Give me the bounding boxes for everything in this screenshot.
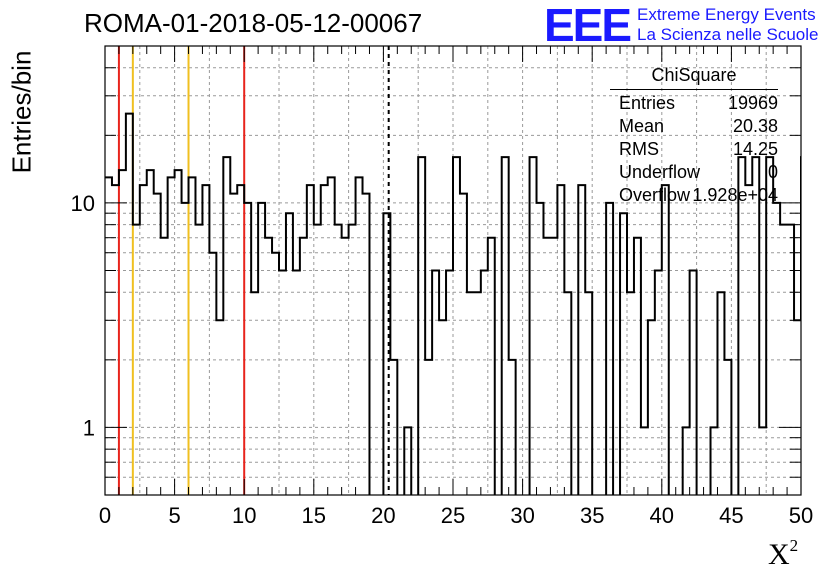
x-axis-label-base: X [768,538,790,571]
stats-value: 20.38 [732,116,778,136]
y-tick-label: 10 [71,191,95,216]
stats-row-overflow: Overflow 1.928e+04 [619,185,778,208]
x-tick-label: 25 [441,503,465,528]
x-tick-label: 0 [99,503,111,528]
stats-label: Entries [619,93,676,113]
stats-row-rms: RMS 14.25 [619,139,778,162]
histogram-steps [105,112,801,495]
x-tick-label: 30 [510,503,534,528]
x-tick-label: 50 [789,503,813,528]
logo-mark: EEE [544,0,632,51]
x-axis-label: X2 [768,536,798,572]
eee-logo: EEE Extreme Energy Events La Scienza nel… [544,0,834,51]
stats-value: 0 [767,162,778,182]
stats-row-underflow: Underflow 0 [619,162,778,185]
stats-separator [610,89,778,90]
logo-line-1: Extreme Energy Events [637,5,816,24]
stats-value: 14.25 [732,139,778,159]
chart-title: ROMA-01-2018-05-12-00067 [84,8,423,38]
stats-label: RMS [619,139,659,159]
x-tick-label: 5 [168,503,180,528]
x-tick-label: 20 [371,503,395,528]
stats-row-entries: Entries 19969 [619,93,778,116]
stats-label: Overflow [619,185,691,205]
logo-line-2: La Scienza nelle Scuole [637,25,819,44]
stats-title: ChiSquare [651,65,737,85]
x-tick-label: 45 [719,503,743,528]
y-tick-label: 1 [83,415,95,440]
tick-marks [104,46,802,495]
stats-value: 1.928e+04 [692,185,778,205]
stats-row-mean: Mean 20.38 [619,116,778,139]
x-tick-label: 35 [580,503,604,528]
stats-value: 19969 [727,93,778,113]
x-tick-label: 10 [232,503,256,528]
x-tick-label: 15 [302,503,326,528]
stats-label: Mean [619,116,665,136]
histogram [105,112,801,495]
x-axis-label-sup: 2 [789,536,799,555]
x-tick-label: 40 [650,503,674,528]
stats-label: Underflow [619,162,701,182]
